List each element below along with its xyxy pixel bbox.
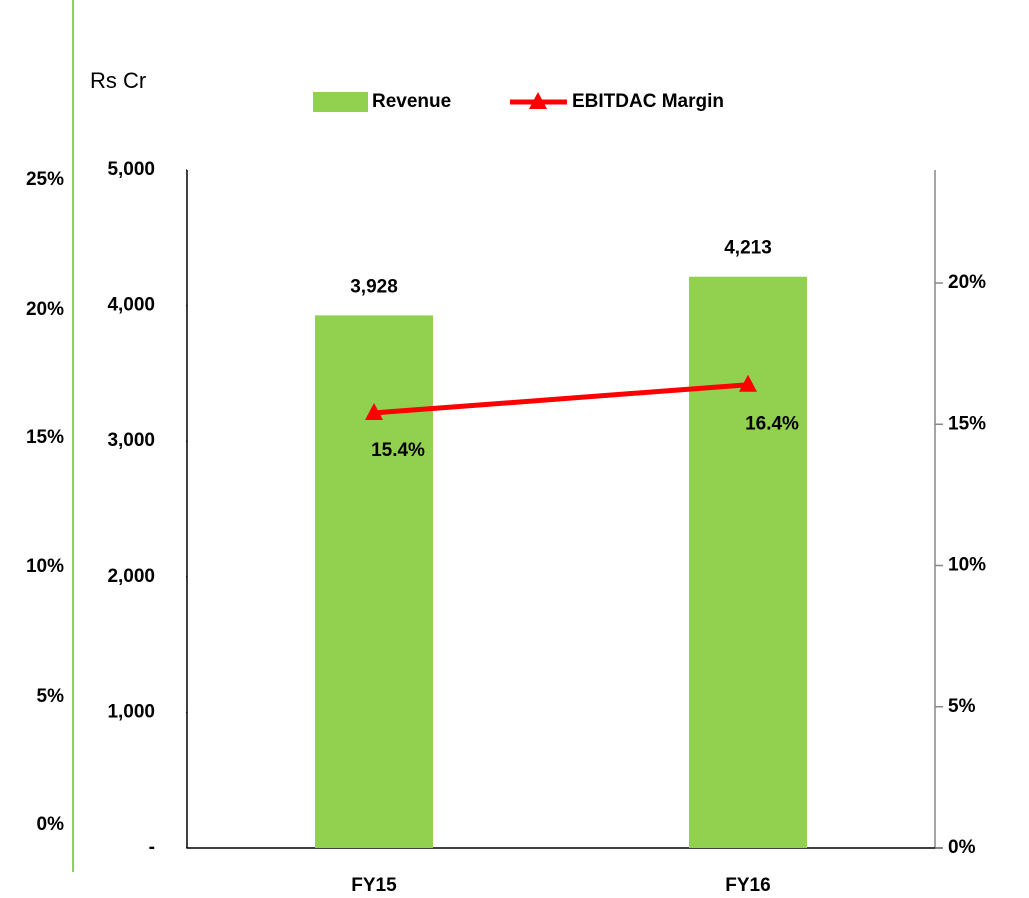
outer-axis-label: 15% xyxy=(26,427,64,448)
line-marker xyxy=(739,374,757,392)
bar xyxy=(689,276,807,849)
legend-label: EBITDAC Margin xyxy=(572,91,724,112)
y2-tick-label: 15% xyxy=(948,413,986,434)
y2-tick-label: 20% xyxy=(948,272,986,293)
x-tick-label: FY16 xyxy=(725,875,770,896)
legend-swatch xyxy=(313,92,368,112)
y-tick-label: 5,000 xyxy=(107,159,155,180)
bar-value-label: 4,213 xyxy=(724,238,772,259)
y-tick-label: 2,000 xyxy=(107,566,155,587)
legend-label: Revenue xyxy=(372,91,451,112)
y-tick-label: 3,000 xyxy=(107,430,155,451)
outer-axis-label: 10% xyxy=(26,556,64,577)
legend-marker xyxy=(529,92,547,109)
y2-tick-label: 0% xyxy=(948,837,976,858)
x-tick-label: FY15 xyxy=(351,875,397,896)
y-tick-label: 1,000 xyxy=(107,701,155,722)
y-tick-label: 4,000 xyxy=(107,295,155,316)
y-tick-label: - xyxy=(149,837,155,858)
outer-axis-label: 25% xyxy=(26,169,64,190)
outer-axis-label: 20% xyxy=(26,299,64,320)
line-value-label: 16.4% xyxy=(745,414,799,435)
line xyxy=(373,382,749,416)
line-value-label: 15.4% xyxy=(371,440,425,461)
y2-tick-label: 10% xyxy=(948,555,986,576)
outer-axis-label: 5% xyxy=(37,686,65,707)
outer-axis-label: 0% xyxy=(37,814,65,835)
line-marker xyxy=(365,402,383,420)
bar-value-label: 3,928 xyxy=(350,276,398,297)
bar xyxy=(315,315,433,849)
y2-tick-label: 5% xyxy=(948,696,976,717)
unit-label: Rs Cr xyxy=(90,68,146,93)
